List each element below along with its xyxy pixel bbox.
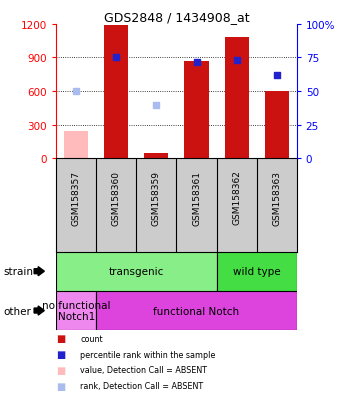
Text: ■: ■ bbox=[56, 381, 65, 391]
Title: GDS2848 / 1434908_at: GDS2848 / 1434908_at bbox=[104, 11, 249, 24]
Text: GSM158361: GSM158361 bbox=[192, 170, 201, 225]
Text: GSM158357: GSM158357 bbox=[72, 170, 81, 225]
Point bbox=[274, 73, 279, 79]
Text: GSM158360: GSM158360 bbox=[112, 170, 121, 225]
Bar bbox=[96, 291, 297, 330]
Text: GSM158363: GSM158363 bbox=[272, 170, 281, 225]
Bar bbox=[184, 62, 209, 159]
Text: ■: ■ bbox=[56, 349, 65, 359]
Bar bbox=[104, 26, 129, 159]
Text: no functional
Notch1: no functional Notch1 bbox=[42, 300, 110, 322]
Text: wild type: wild type bbox=[233, 266, 280, 277]
Point bbox=[74, 89, 79, 95]
Text: other: other bbox=[3, 306, 31, 316]
Text: rank, Detection Call = ABSENT: rank, Detection Call = ABSENT bbox=[80, 381, 203, 390]
Text: ■: ■ bbox=[56, 334, 65, 344]
Point bbox=[234, 58, 239, 64]
Text: count: count bbox=[80, 334, 103, 343]
Bar bbox=[145, 153, 168, 159]
Bar bbox=[56, 252, 217, 291]
Text: strain: strain bbox=[3, 266, 33, 277]
Text: functional Notch: functional Notch bbox=[153, 306, 240, 316]
Text: percentile rank within the sample: percentile rank within the sample bbox=[80, 350, 216, 359]
Bar bbox=[224, 38, 249, 159]
Bar bbox=[265, 92, 289, 159]
Text: value, Detection Call = ABSENT: value, Detection Call = ABSENT bbox=[80, 366, 207, 375]
Text: ■: ■ bbox=[56, 365, 65, 375]
Text: GSM158362: GSM158362 bbox=[232, 170, 241, 225]
Bar bbox=[56, 291, 97, 330]
Text: transgenic: transgenic bbox=[109, 266, 164, 277]
Point bbox=[114, 55, 119, 62]
Bar bbox=[64, 132, 88, 159]
Bar bbox=[217, 252, 297, 291]
Point bbox=[154, 102, 159, 109]
Text: GSM158359: GSM158359 bbox=[152, 170, 161, 225]
Point bbox=[194, 59, 199, 66]
